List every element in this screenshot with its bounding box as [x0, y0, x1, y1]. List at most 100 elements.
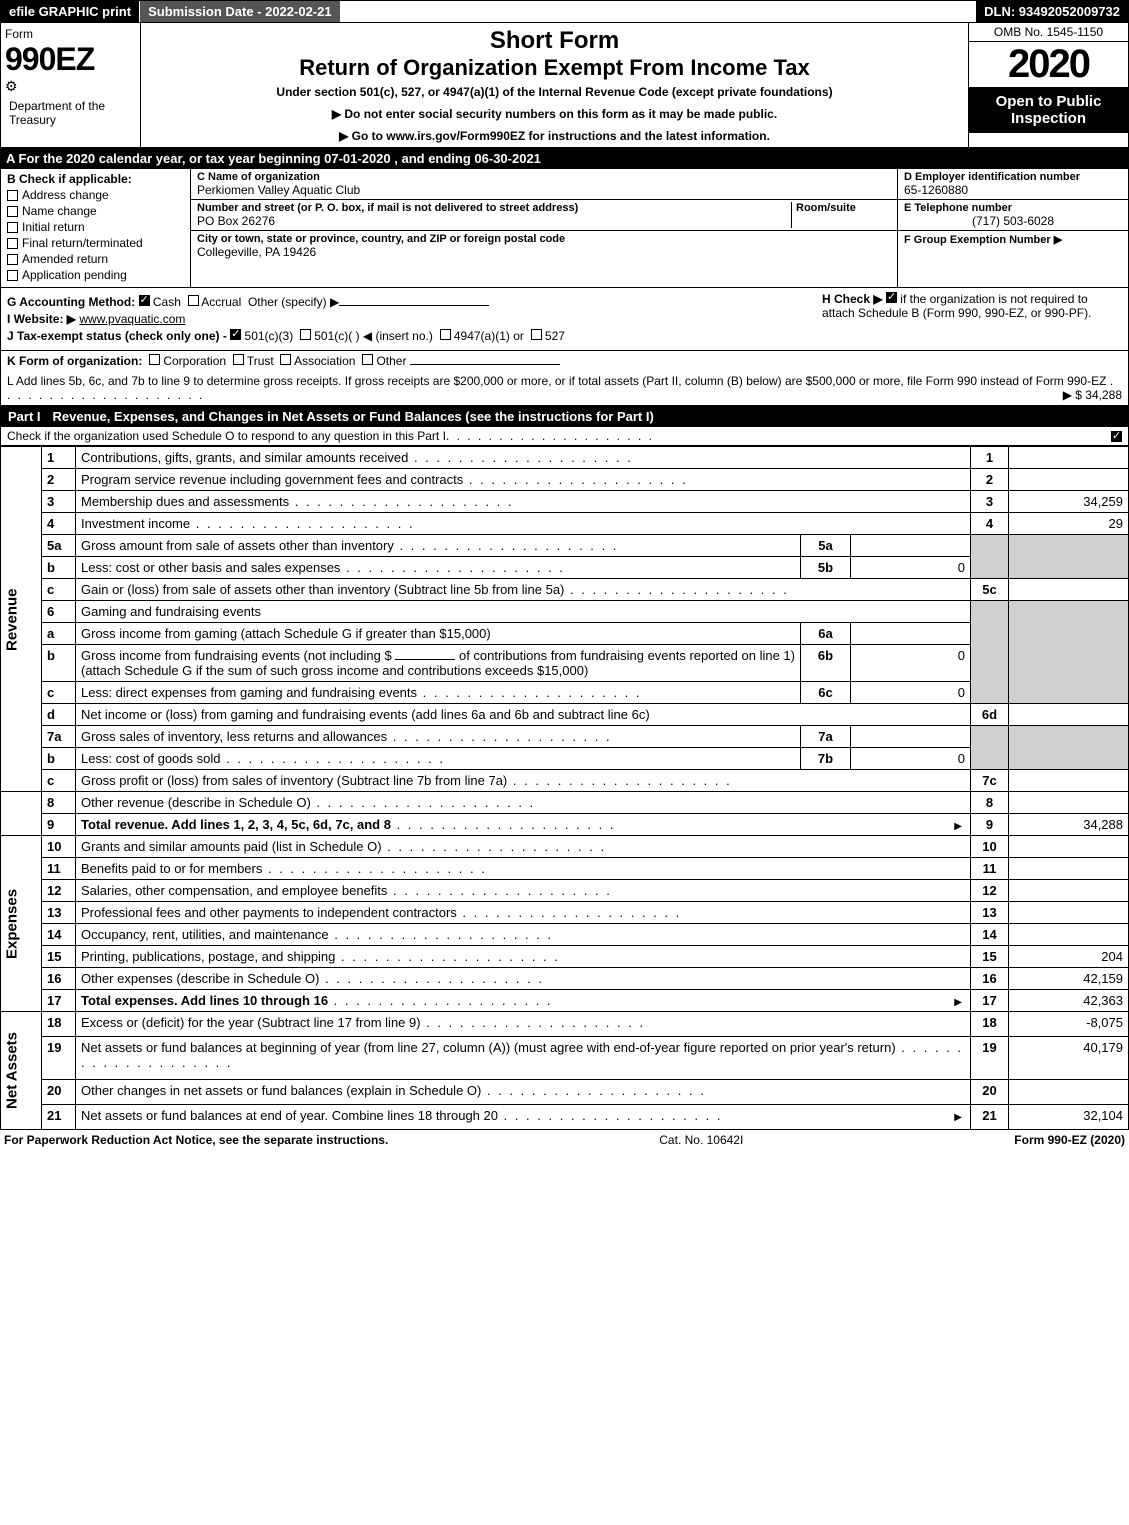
checkbox-501c3[interactable] — [230, 329, 241, 340]
ln5b-sb: 5b — [801, 557, 851, 579]
ln5c-num: c — [42, 579, 76, 601]
ln6a-sb: 6a — [801, 623, 851, 645]
checkbox-pending[interactable] — [7, 270, 18, 281]
ln11-desc: Benefits paid to or for members — [81, 861, 262, 876]
part1-sub: Check if the organization used Schedule … — [0, 427, 1129, 446]
ln18-no: 18 — [971, 1012, 1009, 1037]
checkbox-final-return[interactable] — [7, 238, 18, 249]
ln3-no: 3 — [971, 491, 1009, 513]
omb-number: OMB No. 1545-1150 — [969, 23, 1128, 42]
ln18-num: 18 — [42, 1012, 76, 1037]
ln7c-amt — [1009, 770, 1129, 792]
checkbox-amended[interactable] — [7, 254, 18, 265]
k-other: Other — [376, 354, 406, 368]
ln4-no: 4 — [971, 513, 1009, 535]
ln11-amt — [1009, 858, 1129, 880]
dln: DLN: 93492052009732 — [976, 1, 1128, 22]
org-street: PO Box 26276 — [197, 214, 791, 228]
gh-section: G Accounting Method: Cash Accrual Other … — [0, 288, 1129, 351]
ln20-no: 20 — [971, 1079, 1009, 1104]
ln7b-sv: 0 — [851, 748, 971, 770]
ln7a-sb: 7a — [801, 726, 851, 748]
checkbox-initial-return[interactable] — [7, 222, 18, 233]
g-other: Other (specify) ▶ — [248, 295, 339, 309]
footer-left: For Paperwork Reduction Act Notice, see … — [4, 1133, 388, 1147]
ln10-desc: Grants and similar amounts paid (list in… — [81, 839, 382, 854]
ln17-desc: Total expenses. Add lines 10 through 16 — [81, 993, 328, 1008]
ln6d-amt — [1009, 704, 1129, 726]
ln21-amt: 32,104 — [1009, 1104, 1129, 1129]
checkbox-accrual[interactable] — [188, 295, 199, 306]
top-bar: efile GRAPHIC print Submission Date - 20… — [0, 0, 1129, 23]
ln5b-sv: 0 — [851, 557, 971, 579]
ln6a-num: a — [42, 623, 76, 645]
ln5c-amt — [1009, 579, 1129, 601]
ein: 65-1260880 — [904, 183, 1122, 197]
ln11-num: 11 — [42, 858, 76, 880]
checkbox-assoc[interactable] — [280, 354, 291, 365]
ln17-num: 17 — [42, 990, 76, 1012]
checkbox-501c[interactable] — [300, 329, 311, 340]
k-assoc: Association — [294, 354, 355, 368]
department: Department of the Treasury — [5, 95, 136, 131]
g-accrual: Accrual — [201, 295, 241, 309]
ln21-desc: Net assets or fund balances at end of ye… — [81, 1108, 498, 1123]
ln14-desc: Occupancy, rent, utilities, and maintena… — [81, 927, 329, 942]
l-text: L Add lines 5b, 6c, and 7b to line 9 to … — [7, 374, 1106, 388]
opt-name: Name change — [22, 204, 97, 218]
ln2-num: 2 — [42, 469, 76, 491]
checkbox-527[interactable] — [531, 329, 542, 340]
checkbox-corp[interactable] — [149, 354, 160, 365]
c-street-label: Number and street (or P. O. box, if mail… — [197, 202, 791, 214]
ln15-num: 15 — [42, 946, 76, 968]
checkbox-schedule-o[interactable] — [1111, 431, 1122, 442]
ln21-num: 21 — [42, 1104, 76, 1129]
ln18-amt: -8,075 — [1009, 1012, 1129, 1037]
ln8-num: 8 — [42, 792, 76, 814]
j-label: J Tax-exempt status (check only one) - — [7, 329, 227, 343]
efile-print-button[interactable]: efile GRAPHIC print — [1, 1, 140, 22]
ln6c-num: c — [42, 682, 76, 704]
ln1-amt — [1009, 447, 1129, 469]
ln1-no: 1 — [971, 447, 1009, 469]
ln5a-sb: 5a — [801, 535, 851, 557]
ln2-desc: Program service revenue including govern… — [81, 472, 463, 487]
ln10-no: 10 — [971, 836, 1009, 858]
footer-mid: Cat. No. 10642I — [388, 1133, 1014, 1147]
checkbox-4947[interactable] — [440, 329, 451, 340]
d-phone-label: E Telephone number — [904, 202, 1122, 214]
website-link[interactable]: www.pvaquatic.com — [79, 312, 185, 326]
j-527: 527 — [545, 329, 565, 343]
form-header: Form 990EZ ⚙ Department of the Treasury … — [0, 23, 1129, 148]
checkbox-cash[interactable] — [139, 295, 150, 306]
ln19-no: 19 — [971, 1037, 1009, 1079]
ln4-num: 4 — [42, 513, 76, 535]
ln8-amt — [1009, 792, 1129, 814]
notice-link[interactable]: ▶ Go to www.irs.gov/Form990EZ for instru… — [149, 129, 960, 143]
ln11-no: 11 — [971, 858, 1009, 880]
ln16-num: 16 — [42, 968, 76, 990]
opt-initial: Initial return — [22, 220, 85, 234]
phone: (717) 503-6028 — [904, 214, 1122, 228]
checkbox-address-change[interactable] — [7, 190, 18, 201]
j-501c: 501(c)( ) ◀ (insert no.) — [314, 329, 433, 343]
ln6c-sb: 6c — [801, 682, 851, 704]
ln4-desc: Investment income — [81, 516, 190, 531]
ln7b-sb: 7b — [801, 748, 851, 770]
checkbox-name-change[interactable] — [7, 206, 18, 217]
form-label: Form — [5, 27, 136, 41]
ln6b-sv: 0 — [851, 645, 971, 682]
ln13-desc: Professional fees and other payments to … — [81, 905, 457, 920]
opt-address: Address change — [22, 188, 109, 202]
ln6a-desc: Gross income from gaming (attach Schedul… — [81, 626, 491, 641]
ln6-desc: Gaming and fundraising events — [76, 601, 971, 623]
ln6b-sb: 6b — [801, 645, 851, 682]
opt-final: Final return/terminated — [22, 236, 143, 250]
checkbox-other[interactable] — [362, 354, 373, 365]
ln6-num: 6 — [42, 601, 76, 623]
ln6d-no: 6d — [971, 704, 1009, 726]
checkbox-trust[interactable] — [233, 354, 244, 365]
ln16-amt: 42,159 — [1009, 968, 1129, 990]
ln5a-sv — [851, 535, 971, 557]
checkbox-h[interactable] — [886, 292, 897, 303]
